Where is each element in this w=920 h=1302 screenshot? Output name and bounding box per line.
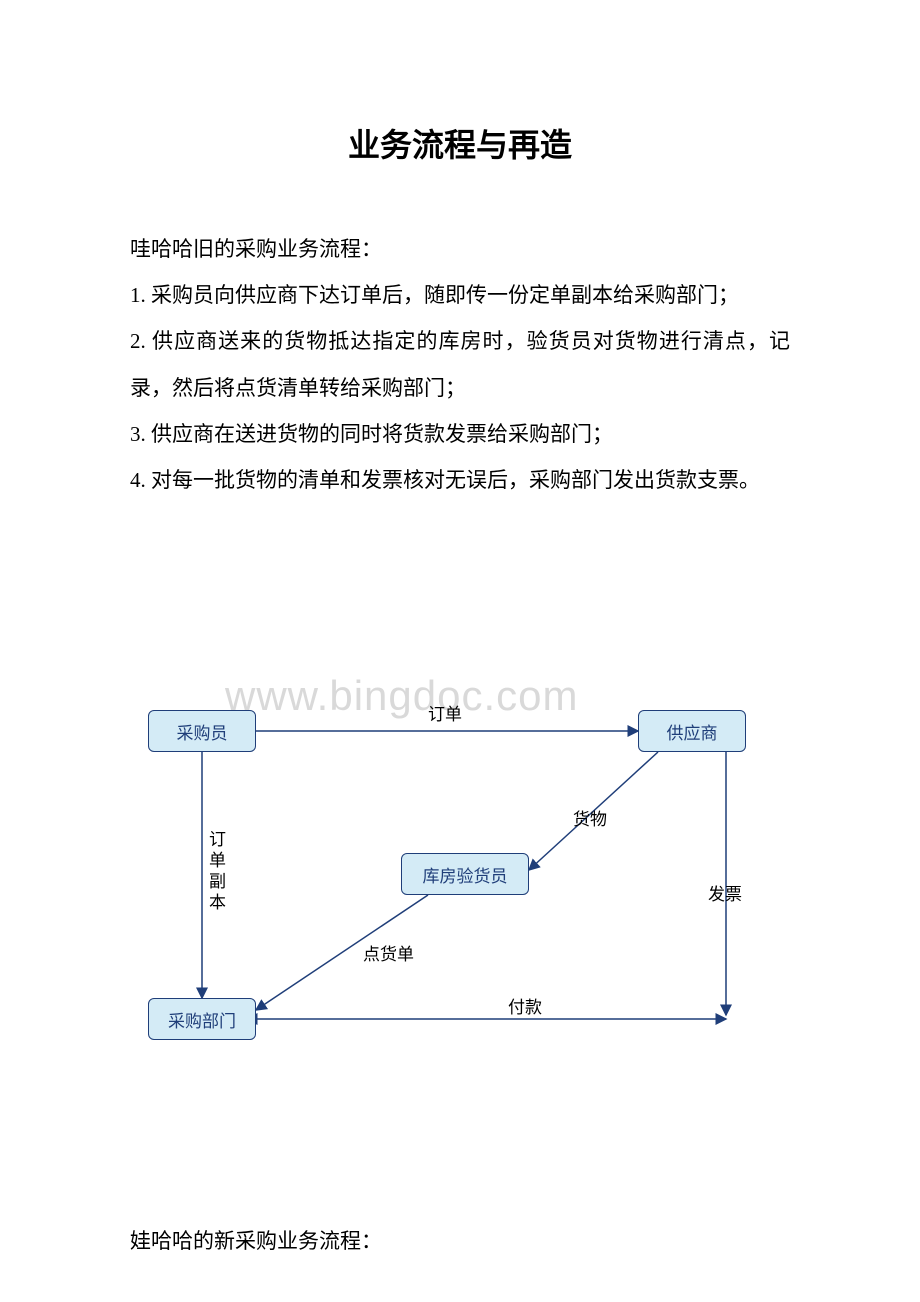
flow-edge-label: 点货单 xyxy=(363,940,414,965)
flow-node-warehouse: 库房验货员 xyxy=(401,853,529,895)
page-title: 业务流程与再造 xyxy=(130,120,790,166)
flow-edge-label: 付款 xyxy=(508,993,542,1018)
body-text: 哇哈哈旧的采购业务流程： 1. 采购员向供应商下达订单后，随即传一份定单副本给采… xyxy=(130,226,790,503)
footer-line: 娃哈哈的新采购业务流程： xyxy=(130,1225,382,1255)
list-item: 1. 采购员向供应商下达订单后，随即传一份定单副本给采购部门； xyxy=(130,272,790,318)
flow-node-buyer: 采购员 xyxy=(148,710,256,752)
flow-node-supplier: 供应商 xyxy=(638,710,746,752)
intro-line: 哇哈哈旧的采购业务流程： xyxy=(130,226,790,272)
flow-edge-label: 订单副本 xyxy=(203,830,228,914)
flow-edge-label: 订单 xyxy=(428,700,462,725)
flow-edge-label: 发票 xyxy=(708,880,742,905)
list-item: 3. 供应商在送进货物的同时将货款发票给采购部门； xyxy=(130,411,790,457)
list-item: 4. 对每一批货物的清单和发票核对无误后，采购部门发出货款支票。 xyxy=(130,457,790,503)
flow-edge-label: 货物 xyxy=(573,805,607,830)
flowchart: 采购员供应商库房验货员采购部门订单订单副本货物点货单发票付款 xyxy=(148,710,788,1070)
list-item: 2. 供应商送来的货物抵达指定的库房时，验货员对货物进行清点，记录，然后将点货清… xyxy=(130,318,790,410)
flow-node-dept: 采购部门 xyxy=(148,998,256,1040)
